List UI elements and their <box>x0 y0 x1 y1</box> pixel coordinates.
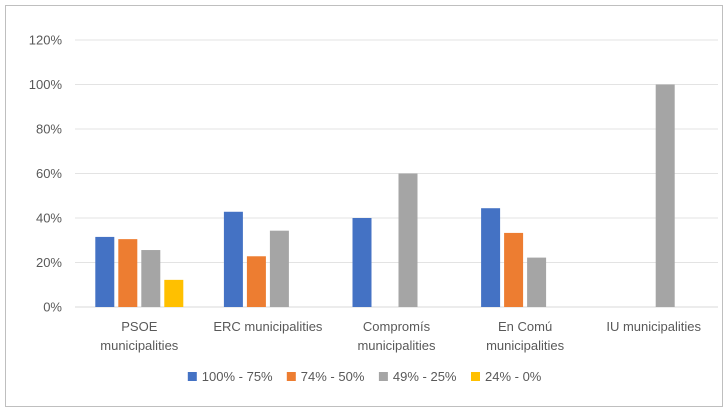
x-category-label: Compromís <box>363 319 431 334</box>
bar <box>223 211 243 307</box>
bar <box>398 173 418 307</box>
bar <box>527 257 547 307</box>
y-tick-label: 80% <box>36 122 62 137</box>
bar <box>95 236 115 307</box>
legend-swatch <box>286 372 296 381</box>
legend-label: 24% - 0% <box>485 369 542 384</box>
y-tick-label: 0% <box>43 300 62 315</box>
bar <box>118 239 138 307</box>
y-tick-label: 120% <box>29 33 63 48</box>
y-tick-label: 60% <box>36 166 62 181</box>
bar <box>164 279 184 307</box>
bar <box>504 232 524 307</box>
legend-label: 100% - 75% <box>202 369 273 384</box>
x-category-label: ERC municipalities <box>213 319 323 334</box>
y-tick-label: 20% <box>36 255 62 270</box>
y-tick-label: 100% <box>29 77 63 92</box>
bar <box>352 218 372 307</box>
legend-swatch <box>471 372 480 381</box>
x-category-label: PSOE <box>121 319 157 334</box>
x-category-label: municipalities <box>357 338 436 353</box>
x-category-label: En Comú <box>498 319 552 334</box>
y-tick-label: 40% <box>36 211 62 226</box>
bar <box>655 84 675 307</box>
legend-label: 49% - 25% <box>393 369 457 384</box>
legend-swatch <box>187 372 197 381</box>
legend-swatch <box>378 372 388 381</box>
bar <box>246 256 266 307</box>
bar <box>481 208 501 307</box>
chart-frame <box>5 5 723 407</box>
legend-label: 74% - 50% <box>301 369 365 384</box>
bar <box>269 230 289 307</box>
x-category-label: municipalities <box>100 338 179 353</box>
x-category-label: municipalities <box>486 338 565 353</box>
x-category-label: IU municipalities <box>606 319 701 334</box>
bar <box>141 250 161 307</box>
